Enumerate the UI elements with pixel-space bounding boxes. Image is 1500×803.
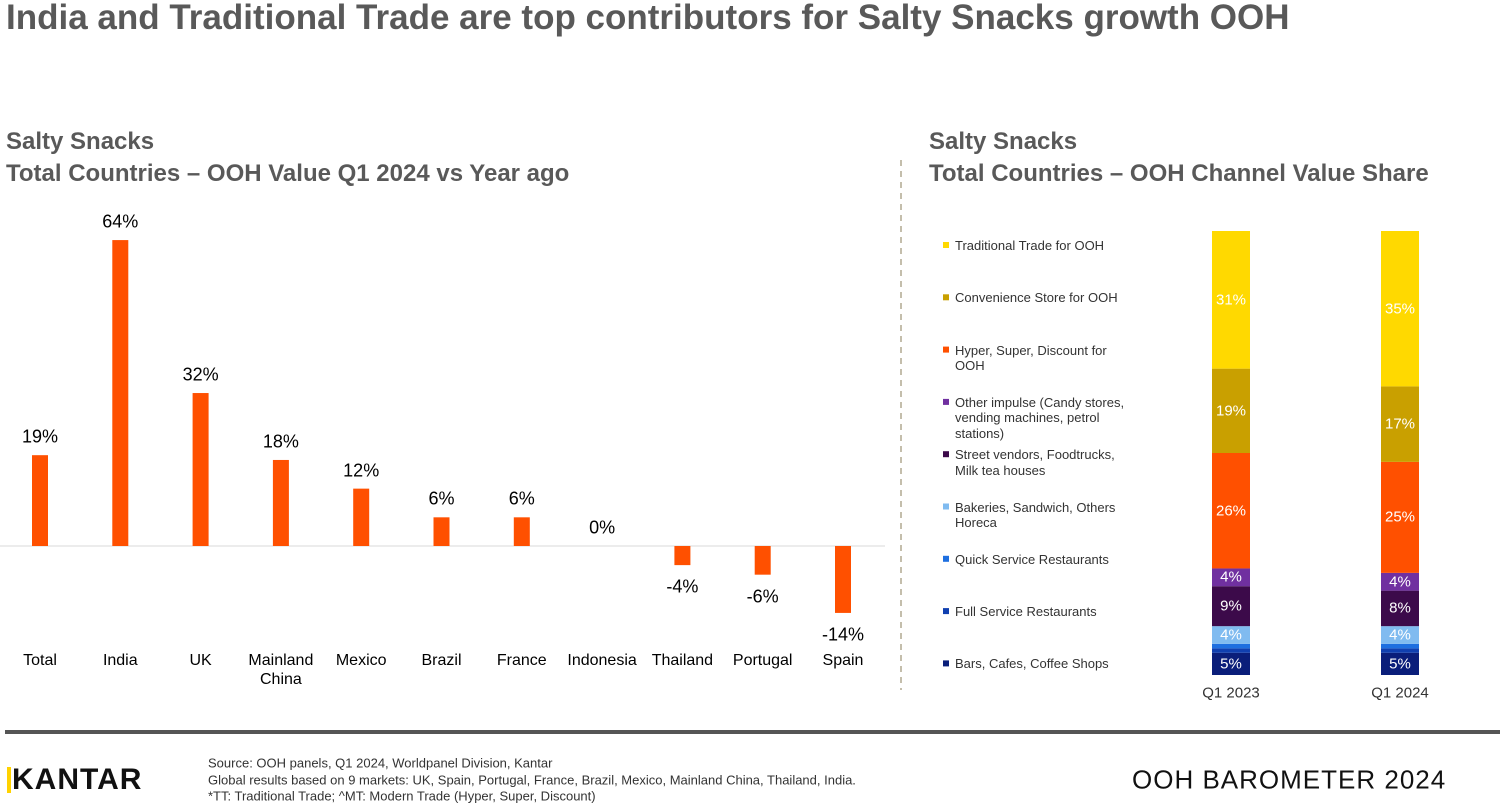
legend-marker [943,451,949,458]
bar-segment [1381,231,1419,387]
x-tick-label: Brazil [421,652,462,669]
chart-subtitle: Total Countries – OOH Channel Value Shar… [929,160,1429,187]
legend-label: Full Service Restaurants [955,604,1097,620]
segment-label: 5% [1220,655,1242,673]
value-label: 32% [182,364,219,385]
value-label: 19% [21,426,59,447]
legend-marker [943,503,949,510]
value-label: 0% [589,517,616,538]
legend-marker [943,242,949,248]
slide-title: India and Traditional Trade are top cont… [6,0,1290,37]
x-tick-label: UK [189,652,212,669]
segment-label: 25% [1384,508,1416,526]
value-label: 12% [343,460,380,481]
segment-label: 19% [1215,402,1247,420]
legend-label: Bars, Cafes, Coffee Shops [955,656,1109,672]
bar-segment [1381,572,1419,591]
bar-segment [1212,586,1250,627]
segment-label: 35% [1384,300,1416,318]
bar-segment [1212,231,1250,369]
bar-segment [1212,643,1250,649]
bar [513,517,530,546]
source-note: Source: OOH panels, Q1 2024, Worldpanel … [208,755,553,771]
segment-label: 4% [1389,626,1411,644]
bar-segment [1381,461,1419,573]
x-tick-label: Mexico [335,652,387,669]
chart-title: Salty Snacks [6,128,155,155]
legend-marker [943,294,949,301]
legend-marker [943,555,949,562]
bar-segment [1212,453,1250,569]
bar-segment [1381,643,1419,649]
bar-segment [1381,652,1419,675]
value-label: -4% [666,576,699,597]
segment-label: 17% [1384,415,1416,433]
segment-label: 8% [1389,599,1411,617]
bar-segment [1212,626,1250,644]
value-label: 6% [508,488,535,509]
bar-segment [1381,626,1419,644]
bar-segment [1212,568,1250,587]
bar [112,240,129,546]
segment-label: 4% [1220,626,1242,644]
bar [835,546,851,613]
bar [433,517,450,546]
segment-label: 4% [1389,573,1411,591]
value-label: 18% [262,431,299,452]
x-tick-label: Q1 2024 [1371,684,1429,702]
source-note: *TT: Traditional Trade; ^MT: Modern Trad… [208,788,596,803]
bar [32,455,48,546]
segment-label: 5% [1389,655,1411,673]
bar [353,488,370,546]
bar [674,546,691,566]
segment-label: 26% [1215,502,1247,520]
x-tick-label: Spain [822,652,864,669]
legend-marker [943,608,949,615]
legend-marker [943,398,949,405]
legend-label: Convenience Store for OOH [955,290,1118,306]
chart-title: Salty Snacks [929,128,1078,155]
value-label: -14% [821,624,865,645]
chart-subtitle: Total Countries – OOH Value Q1 2024 vs Y… [6,160,570,187]
legend-marker [943,346,949,353]
bar-segment [1381,590,1419,627]
x-tick-label: Q1 2023 [1202,684,1260,702]
bar-segment [1212,368,1250,453]
bar [192,393,209,546]
legend-label: Hyper, Super, Discount for OOH [955,342,1107,374]
bar [754,546,771,575]
legend-label: Quick Service Restaurants [955,551,1109,567]
x-tick-label: Total [23,652,57,669]
segment-label: 31% [1215,291,1247,309]
value-label: 6% [428,488,455,509]
bar-segment [1381,386,1419,462]
x-tick-label: Mainland China [248,652,314,688]
x-tick-label: France [496,652,547,669]
source-note: Global results based on 9 markets: UK, S… [208,772,856,787]
legend-label: Other impulse (Candy stores, vending mac… [955,394,1125,441]
x-tick-label: Portugal [732,652,793,669]
bar-segment [1381,648,1419,653]
segment-label: 4% [1220,568,1242,586]
legend-marker [943,660,949,667]
legend-label: Traditional Trade for OOH [955,238,1105,253]
bar [272,459,289,546]
x-tick-label: Thailand [651,652,714,669]
logo: KANTAR [12,763,143,796]
legend-label: Bakeries, Sandwich, Others Horeca [955,499,1116,531]
footer-rule [5,730,1500,734]
brand: OOH BAROMETER 2024 [1132,764,1447,795]
legend-label: Street vendors, Foodtrucks, Milk tea hou… [955,447,1115,478]
value-label: 64% [102,211,139,232]
x-tick-label: India [102,652,138,669]
bar-segment [1212,648,1250,653]
value-label: -6% [746,586,779,607]
segment-label: 9% [1220,597,1242,615]
bar-segment [1212,652,1250,675]
logo-bar [7,767,11,793]
x-tick-label: Indonesia [567,652,637,669]
